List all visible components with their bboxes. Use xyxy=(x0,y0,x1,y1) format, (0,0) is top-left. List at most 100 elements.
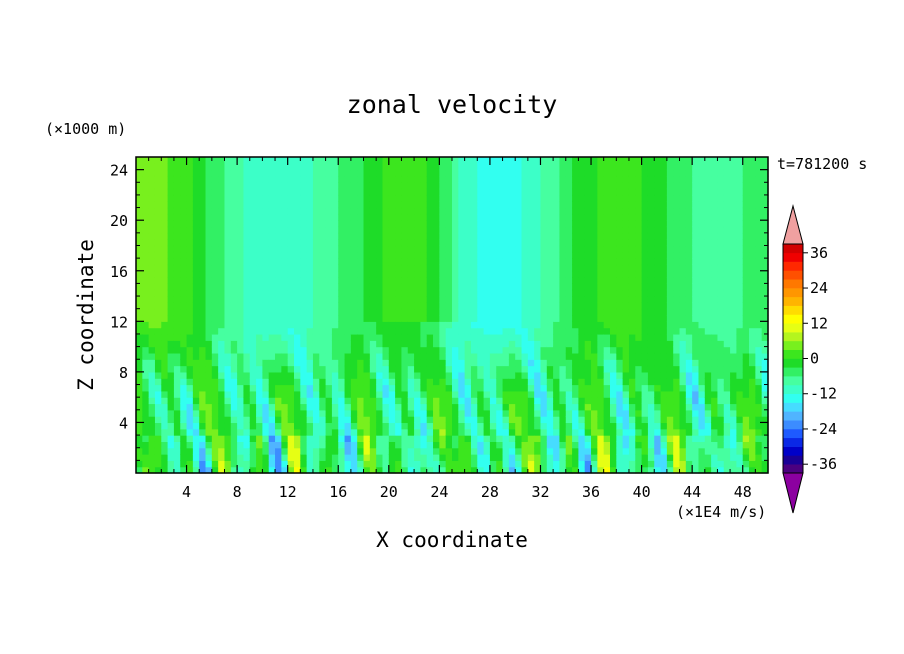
heatmap-cell xyxy=(452,182,459,190)
heatmap-cell xyxy=(502,315,510,322)
heatmap-cell xyxy=(357,454,365,461)
heatmap-cell xyxy=(420,416,428,424)
heatmap-cell xyxy=(445,296,453,303)
heatmap-cell xyxy=(401,226,409,234)
heatmap-cell xyxy=(641,416,649,424)
heatmap-cell xyxy=(749,321,756,329)
heatmap-cell xyxy=(572,251,579,259)
heatmap-cell xyxy=(154,226,162,234)
heatmap-cell xyxy=(401,277,409,284)
heatmap-cell xyxy=(622,428,630,436)
heatmap-cell xyxy=(369,409,377,417)
heatmap-cell xyxy=(458,416,466,424)
heatmap-cell xyxy=(249,296,257,303)
heatmap-cell xyxy=(502,466,510,474)
heatmap-cell xyxy=(723,289,731,297)
heatmap-cell xyxy=(736,308,744,316)
heatmap-cell xyxy=(483,296,491,303)
heatmap-cell xyxy=(331,384,339,392)
heatmap-cell xyxy=(660,315,668,322)
heatmap-cell xyxy=(338,384,346,392)
heatmap-cell xyxy=(414,340,421,348)
heatmap-cell xyxy=(730,207,737,215)
heatmap-cell xyxy=(275,232,282,240)
heatmap-cell xyxy=(704,226,712,234)
heatmap-cell xyxy=(395,289,403,297)
heatmap-cell xyxy=(319,308,327,316)
heatmap-cell xyxy=(704,441,712,449)
heatmap-cell xyxy=(369,264,377,272)
heatmap-cell xyxy=(597,403,605,411)
heatmap-cell xyxy=(344,321,352,329)
heatmap-cell xyxy=(597,302,605,310)
heatmap-cell xyxy=(521,296,529,303)
heatmap-cell xyxy=(275,397,282,405)
heatmap-cell xyxy=(628,384,636,392)
heatmap-cell xyxy=(540,277,548,284)
heatmap-cell xyxy=(647,258,655,266)
heatmap-cell xyxy=(148,397,156,405)
heatmap-cell xyxy=(742,169,750,177)
heatmap-cell xyxy=(445,315,453,322)
heatmap-cell xyxy=(268,201,276,209)
heatmap-cell xyxy=(426,270,434,278)
heatmap-cell xyxy=(546,321,554,329)
heatmap-cell xyxy=(388,390,396,398)
heatmap-cell xyxy=(628,454,636,461)
heatmap-cell xyxy=(603,213,611,221)
heatmap-cell xyxy=(489,220,497,228)
heatmap-cell xyxy=(350,283,358,291)
heatmap-cell xyxy=(167,157,175,164)
heatmap-cell xyxy=(275,409,282,417)
heatmap-cell xyxy=(635,416,643,424)
heatmap-cell xyxy=(407,454,415,461)
heatmap-cell xyxy=(325,163,333,171)
heatmap-cell xyxy=(597,352,605,360)
heatmap-cell xyxy=(553,435,561,442)
heatmap-cell xyxy=(698,270,706,278)
heatmap-cell xyxy=(439,201,447,209)
heatmap-cell xyxy=(660,157,668,164)
heatmap-cell xyxy=(730,466,737,474)
heatmap-cell xyxy=(376,163,384,171)
heatmap-cell xyxy=(218,226,226,234)
heatmap-cell xyxy=(275,220,282,228)
heatmap-cell xyxy=(723,245,731,253)
heatmap-cell xyxy=(407,340,415,348)
heatmap-cell xyxy=(717,352,725,360)
heatmap-cell xyxy=(154,428,162,436)
heatmap-cell xyxy=(477,466,485,474)
heatmap-cell xyxy=(559,175,567,183)
heatmap-cell xyxy=(376,258,384,266)
heatmap-cell xyxy=(331,454,339,461)
heatmap-cell xyxy=(262,359,270,367)
heatmap-cell xyxy=(679,226,687,234)
heatmap-cell xyxy=(489,447,497,455)
heatmap-cell xyxy=(673,277,681,284)
heatmap-cell xyxy=(319,232,327,240)
heatmap-cell xyxy=(470,239,478,247)
heatmap-cell xyxy=(477,264,485,272)
heatmap-cell xyxy=(167,169,175,177)
heatmap-cell xyxy=(319,447,327,455)
heatmap-cell xyxy=(508,258,516,266)
heatmap-cell xyxy=(407,163,415,171)
heatmap-cell xyxy=(755,296,763,303)
heatmap-cell xyxy=(319,333,327,341)
heatmap-cell xyxy=(136,175,143,183)
heatmap-cell xyxy=(287,365,295,373)
heatmap-cell xyxy=(300,308,308,316)
heatmap-cell xyxy=(426,371,434,379)
heatmap-cell xyxy=(395,352,403,360)
heatmap-cell xyxy=(173,352,181,360)
heatmap-cell xyxy=(136,220,143,228)
heatmap-cell xyxy=(344,220,352,228)
heatmap-cell xyxy=(685,371,693,379)
heatmap-cell xyxy=(622,258,630,266)
heatmap-cell xyxy=(698,245,706,253)
heatmap-cell xyxy=(736,390,744,398)
heatmap-cell xyxy=(331,378,339,386)
heatmap-cell xyxy=(546,460,554,468)
heatmap-cell xyxy=(591,232,598,240)
heatmap-cell xyxy=(306,352,314,360)
